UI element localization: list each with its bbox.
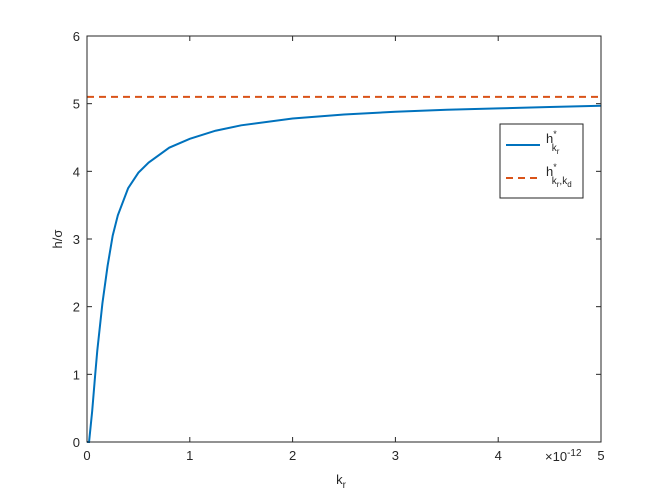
- series-line: [87, 104, 602, 443]
- x-tick-label: 0: [83, 448, 90, 463]
- legend-label-sub: ,k: [559, 176, 568, 187]
- legend-label: h* kr: [546, 129, 560, 156]
- x-axis-label: kr: [336, 472, 347, 491]
- legend-label-sub: k: [552, 176, 558, 187]
- legend-box: [499, 123, 584, 199]
- legend-label-sup: *: [553, 129, 557, 139]
- x-multiplier-base: ×10: [545, 449, 567, 464]
- legend-label-base: h: [546, 164, 553, 179]
- x-tick-label: 4: [495, 448, 502, 463]
- x-tick-label: 2: [289, 448, 296, 463]
- y-tick-label: 5: [73, 97, 80, 112]
- axes-box: [86, 35, 602, 443]
- y-tick-label: 4: [73, 164, 80, 179]
- legend-label-subsub: r: [557, 147, 560, 156]
- legend-label-subsub: r: [557, 180, 560, 189]
- y-tick-label: 2: [73, 300, 80, 315]
- x-tick-label: 1: [186, 448, 193, 463]
- legend-label-subsub: d: [567, 180, 571, 189]
- legend-label: h* kr,kd: [546, 162, 572, 189]
- legend-label-sup: *: [553, 162, 557, 172]
- y-tick-label: 0: [73, 435, 80, 450]
- x-axis-label-sub: r: [343, 480, 347, 491]
- y-tick-label: 3: [73, 232, 80, 247]
- x-axis-label-base: k: [336, 472, 343, 487]
- y-tick-label: 1: [73, 367, 80, 382]
- legend-label-base: h: [546, 131, 553, 146]
- x-multiplier: ×10-12: [545, 448, 582, 464]
- x-tick-label: 5: [597, 448, 604, 463]
- x-tick-label: 3: [392, 448, 399, 463]
- y-axis-label: h/σ: [50, 230, 65, 249]
- x-multiplier-exponent: -12: [567, 448, 582, 459]
- legend-label-sub: k: [552, 143, 558, 154]
- y-tick-label: 6: [73, 29, 80, 44]
